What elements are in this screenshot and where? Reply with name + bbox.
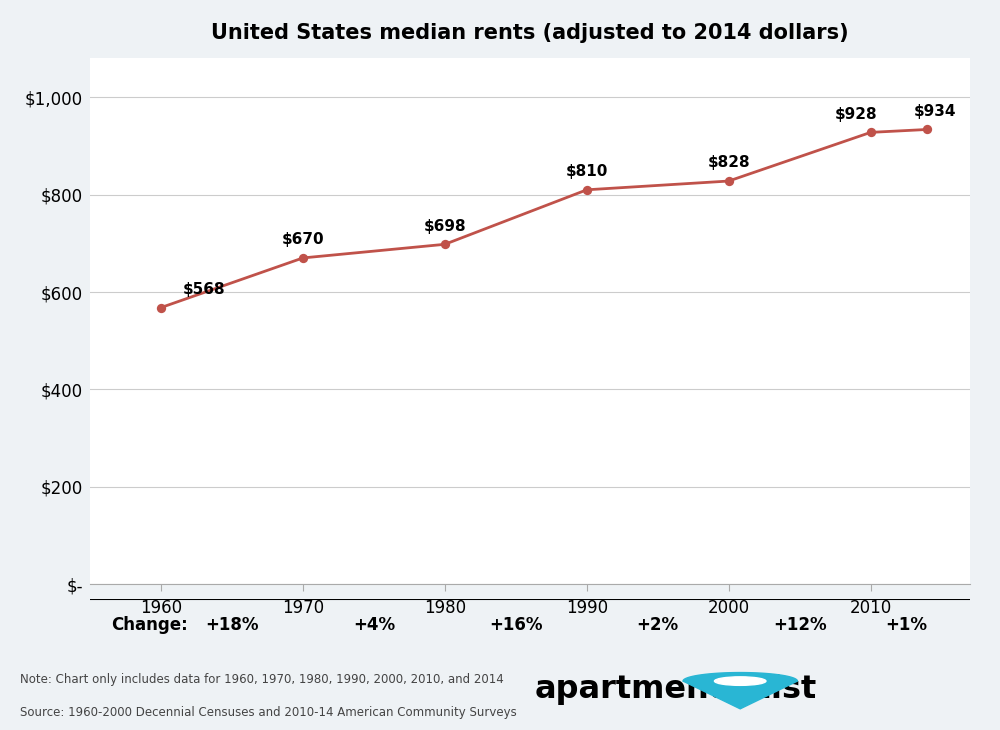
Point	[153, 301, 169, 313]
Text: Source: 1960-2000 Decennial Censuses and 2010-14 American Community Surveys: Source: 1960-2000 Decennial Censuses and…	[20, 707, 517, 719]
Polygon shape	[683, 672, 797, 709]
Point	[295, 252, 311, 264]
Text: $698: $698	[424, 218, 466, 234]
Text: $670: $670	[282, 232, 324, 247]
Point	[919, 123, 935, 135]
Text: apartment: apartment	[535, 675, 725, 705]
Text: +2%: +2%	[637, 615, 679, 634]
Text: $928: $928	[835, 107, 878, 122]
Point	[863, 126, 879, 138]
Text: +18%: +18%	[205, 615, 259, 634]
Text: $828: $828	[707, 155, 750, 170]
Title: United States median rents (adjusted to 2014 dollars): United States median rents (adjusted to …	[211, 23, 849, 43]
Text: $934: $934	[913, 104, 956, 119]
Text: +16%: +16%	[489, 615, 543, 634]
Point	[579, 184, 595, 196]
Point	[721, 175, 737, 187]
Text: $568: $568	[182, 282, 225, 297]
Text: Change:: Change:	[111, 615, 188, 634]
Text: list: list	[760, 675, 816, 705]
Text: +12%: +12%	[773, 615, 826, 634]
Text: +1%: +1%	[885, 615, 927, 634]
Circle shape	[714, 677, 766, 685]
Text: Note: Chart only includes data for 1960, 1970, 1980, 1990, 2000, 2010, and 2014: Note: Chart only includes data for 1960,…	[20, 673, 504, 686]
Text: $810: $810	[566, 164, 608, 179]
Point	[437, 239, 453, 250]
Text: +4%: +4%	[353, 615, 395, 634]
